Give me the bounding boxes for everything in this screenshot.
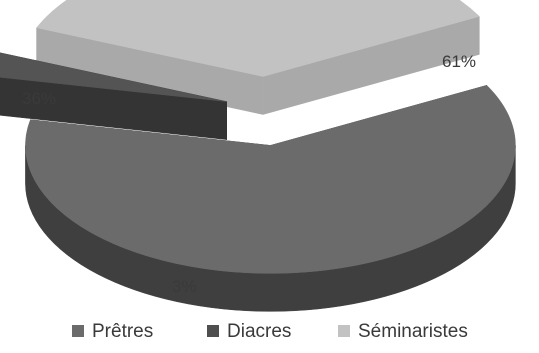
slice-pretres-top bbox=[25, 85, 516, 274]
legend-label-seminaristes: Séminaristes bbox=[358, 321, 468, 342]
data-label-diacres: 3% bbox=[172, 277, 197, 296]
legend-label-pretres: Prêtres bbox=[92, 321, 153, 342]
legend: Prêtres Diacres Séminaristes bbox=[72, 321, 468, 342]
data-label-pretres: 61% bbox=[442, 52, 476, 71]
data-labels: 61% 3% 36% bbox=[22, 52, 476, 296]
slice-diacres-top bbox=[0, 52, 227, 102]
slice-diacres bbox=[0, 52, 227, 140]
legend-swatch-pretres bbox=[72, 325, 84, 337]
slice-seminaristes bbox=[36, 0, 480, 115]
pie-slices bbox=[0, 0, 516, 312]
legend-item-seminaristes: Séminaristes bbox=[338, 321, 468, 342]
slice-seminaristes-top bbox=[36, 0, 480, 77]
legend-swatch-seminaristes bbox=[338, 325, 350, 337]
data-label-seminaristes: 36% bbox=[22, 89, 56, 108]
slice-pretres bbox=[25, 84, 516, 312]
legend-label-diacres: Diacres bbox=[227, 321, 291, 342]
legend-swatch-diacres bbox=[207, 325, 219, 337]
legend-item-pretres: Prêtres bbox=[72, 321, 153, 342]
legend-item-diacres: Diacres bbox=[207, 321, 291, 342]
